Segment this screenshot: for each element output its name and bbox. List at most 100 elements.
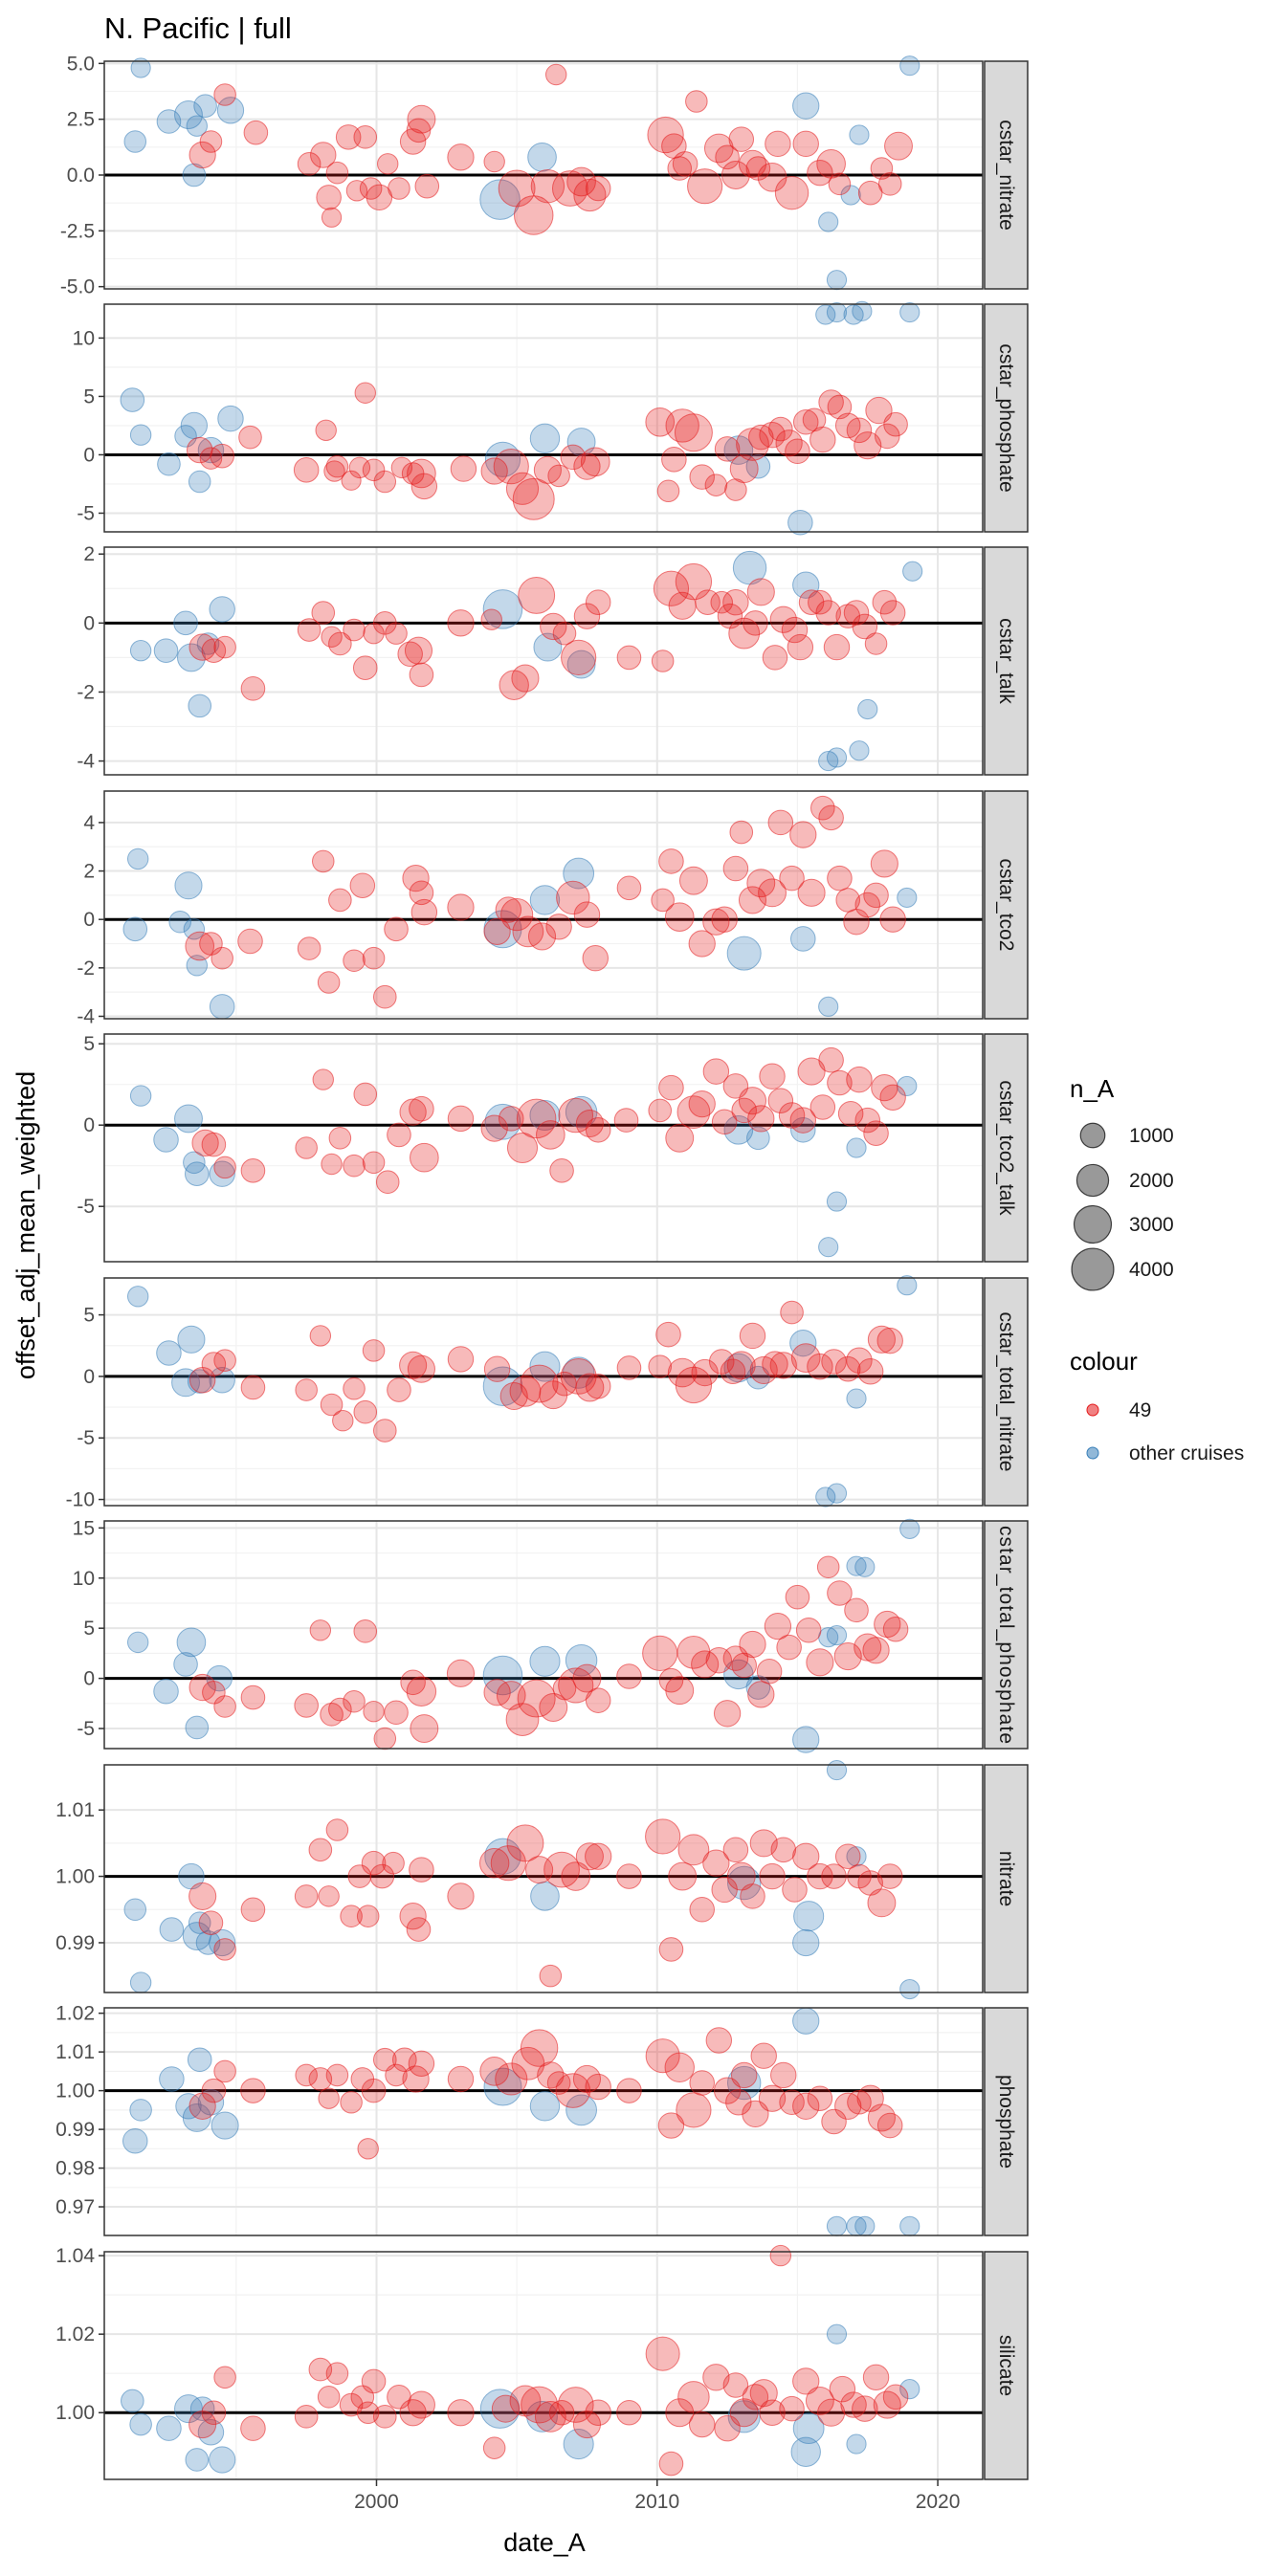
data-point [818,996,839,1017]
data-point [815,600,841,626]
data-point [795,1618,822,1643]
data-point [747,1105,775,1133]
data-point [546,2071,571,2095]
y-tick-label: 15 [73,1517,95,1539]
data-point [702,2364,730,2391]
data-point [213,1938,236,1961]
data-point [126,848,149,870]
data-point [749,1829,778,1858]
data-point [294,1693,319,1718]
data-point [409,1857,434,1882]
data-point [857,180,883,206]
data-point [787,633,814,661]
data-point [213,1156,236,1179]
data-point [385,2063,408,2087]
data-point [723,1659,754,1690]
data-point [201,2078,227,2103]
y-tick-label: -5 [77,1196,95,1218]
data-point [823,633,851,661]
data-point [616,2399,642,2426]
data-point [566,428,596,456]
data-point [645,2038,680,2074]
data-point [388,177,410,200]
data-point [645,2336,680,2371]
facet-strip [984,2251,1029,2480]
data-point [406,1917,432,1942]
data-point [377,153,399,175]
data-point [846,1846,867,1867]
data-point [357,2138,379,2160]
data-point [409,1095,434,1122]
data-point [657,2112,685,2139]
data-point [153,638,179,663]
data-point [188,141,216,169]
data-point [758,2084,787,2112]
data-point [536,1120,565,1150]
data-point [447,2065,475,2093]
data-point [790,1343,821,1373]
data-point [446,1659,476,1687]
data-point [837,1101,864,1127]
data-point [790,2436,821,2467]
data-point [879,1084,906,1112]
data-point [295,1136,318,1159]
data-point [392,2047,417,2073]
y-tick-label: -10 [66,1489,95,1511]
data-point [792,2007,820,2035]
data-point [213,635,236,659]
data-point [309,1619,332,1641]
y-axis-label: offset_adj_mean_weighted [11,1071,40,1379]
chart-title: N. Pacific | full [104,11,292,45]
facet-strip [984,1520,1029,1750]
data-point [688,930,716,958]
data-point [185,1715,210,1740]
data-point [312,1068,334,1090]
series-other-cruises [129,1075,918,1258]
panel-cstar_talk: -4 -2 0 2 cstar_talk [77,543,1029,776]
data-point [876,1863,903,1889]
data-point [675,562,713,601]
series-49 [185,795,906,1009]
data-point [217,405,244,432]
data-point [369,1863,395,1889]
data-point [789,821,817,848]
data-point [354,382,376,404]
data-point [702,1849,730,1877]
data-point [864,632,888,655]
data-point [844,1597,869,1623]
color-legend-label: 49 [1129,1399,1151,1421]
data-point [843,304,864,325]
data-point [658,1667,684,1693]
data-point [209,596,235,623]
size-legend-label: 2000 [1129,1170,1174,1192]
data-point [482,1655,523,1696]
data-point [874,1610,901,1639]
data-point [802,407,827,432]
data-point [762,1351,788,1377]
data-point [325,2063,349,2087]
facet-strip [984,2007,1029,2236]
data-point [688,2411,716,2438]
data-point [372,2047,397,2072]
data-point [882,2384,909,2411]
facet-strip-label: cstar_tco2_talk [995,1080,1017,1216]
data-point [573,603,601,629]
data-point [740,1883,765,1909]
data-point [616,1355,642,1380]
data-point [792,571,820,599]
data-point [216,97,245,124]
panel-border [103,790,984,1020]
y-tick-label: -2 [77,958,95,980]
data-point [661,447,687,473]
data-point [343,1154,366,1178]
data-point [399,1098,427,1126]
data-point [779,2395,805,2422]
y-tick-label: 4 [83,812,95,834]
data-point [372,2405,397,2429]
y-tick-label: 1.00 [55,2081,95,2103]
panel-phosphate: 0.97 0.98 0.99 1.00 1.01 1.02 phosphate [55,2003,1029,2236]
panel-border [103,1764,984,1993]
data-point [409,662,434,688]
data-point [399,1351,428,1379]
data-point [879,600,906,626]
